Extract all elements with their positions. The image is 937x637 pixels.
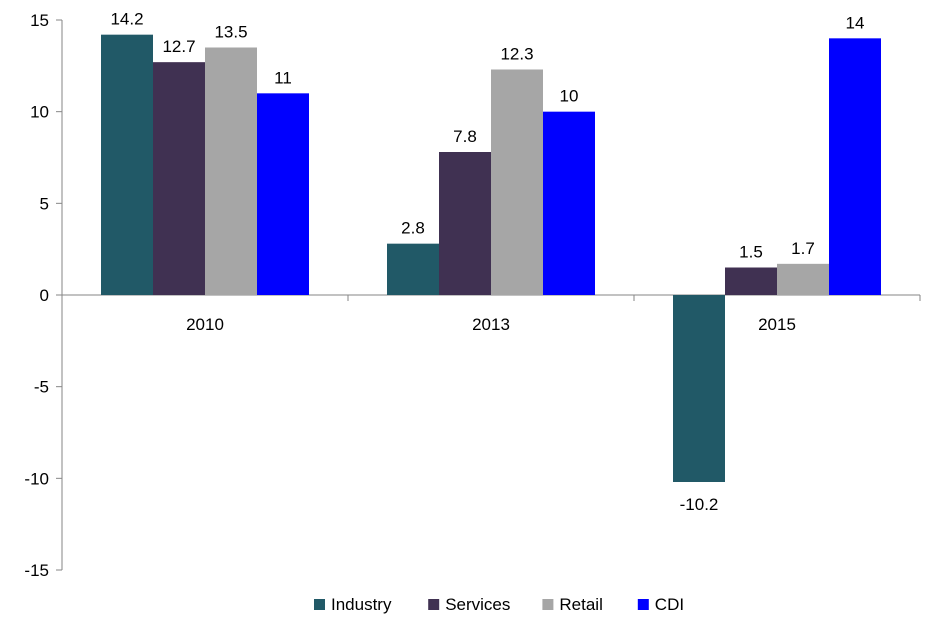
- x-tick-label: 2010: [186, 315, 224, 334]
- bar-retail-2013: [491, 69, 543, 295]
- y-tick-label: 15: [30, 11, 49, 30]
- data-labels: 14.2 12.7 13.5 11 2.8 7.8 12.3 10 -10.2 1.5 1.7 14: [110, 10, 864, 514]
- bar-services-2015: [725, 267, 777, 295]
- data-label: 1.7: [791, 239, 815, 258]
- y-tick-label: -10: [24, 469, 49, 488]
- bar-industry-2013: [387, 243, 439, 295]
- data-label: 12.3: [500, 45, 533, 64]
- bar-cdi-2015: [829, 38, 881, 295]
- data-label: 10: [560, 87, 579, 106]
- bar-services-2013: [439, 152, 491, 295]
- bar-services-2010: [153, 62, 205, 295]
- data-label: 2.8: [401, 219, 425, 238]
- legend-swatch-services: [428, 599, 440, 610]
- x-tick-label: 2013: [472, 315, 510, 334]
- legend-label-cdi: CDI: [655, 595, 684, 614]
- data-label: 12.7: [162, 37, 195, 56]
- data-label: 13.5: [214, 23, 247, 42]
- bars: [101, 34, 881, 482]
- x-tick-label: 2015: [758, 315, 796, 334]
- legend-swatch-cdi: [637, 599, 649, 610]
- legend-swatch-industry: [314, 599, 325, 610]
- bar-industry-2010: [101, 34, 153, 296]
- legend-label-services: Services: [445, 595, 510, 614]
- y-tick-label: -15: [24, 561, 49, 580]
- legend: Industry Services Retail CDI: [314, 595, 684, 614]
- bar-industry-2015: [673, 295, 725, 482]
- legend-label-retail: Retail: [559, 595, 602, 614]
- y-tick-label: -5: [34, 378, 49, 397]
- data-label: 7.8: [453, 127, 477, 146]
- bar-retail-2010: [205, 47, 257, 295]
- bar-retail-2015: [777, 263, 829, 295]
- legend-swatch-retail: [542, 599, 554, 610]
- data-label: -10.2: [680, 495, 719, 514]
- y-tick-label: 0: [40, 286, 49, 305]
- y-tick-label: 5: [40, 194, 49, 213]
- data-label: 11: [274, 68, 292, 87]
- bar-cdi-2010: [257, 93, 309, 295]
- y-tick-label: 10: [30, 103, 49, 122]
- data-label: 1.5: [739, 243, 763, 262]
- legend-label-industry: Industry: [331, 595, 392, 614]
- data-label: 14: [846, 13, 865, 32]
- bar-cdi-2013: [543, 111, 595, 296]
- data-label: 14.2: [110, 10, 143, 29]
